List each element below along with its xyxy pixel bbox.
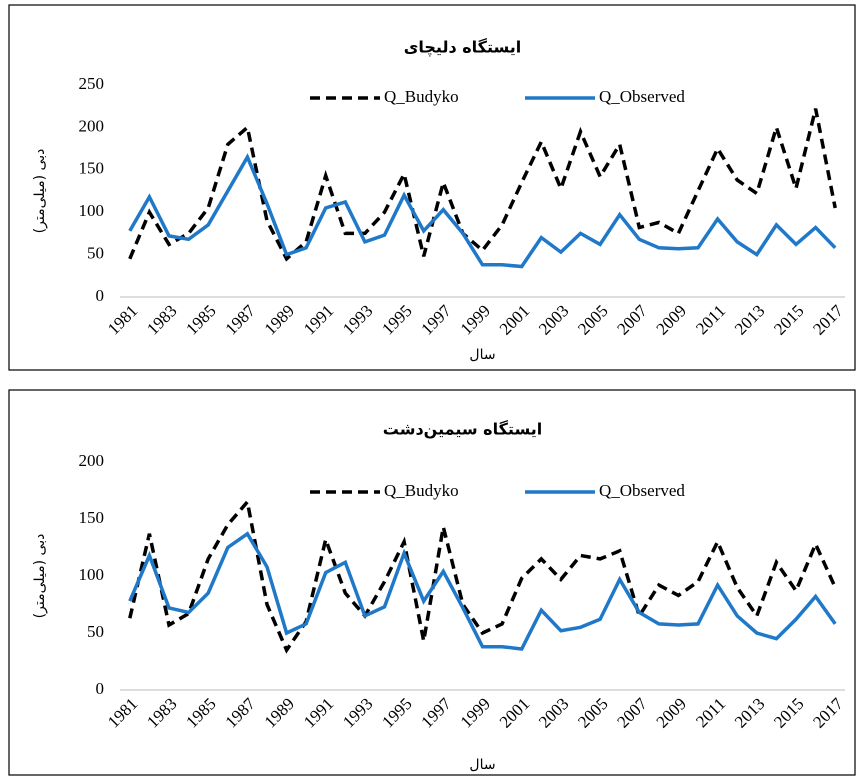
- x-tick-label: 1985: [182, 694, 219, 731]
- data-line: [128, 531, 837, 651]
- y-tick-label: 150: [79, 508, 105, 527]
- x-tick-label: 1983: [143, 694, 180, 731]
- x-tick-label: 2003: [535, 301, 572, 338]
- x-tick-label: 1983: [143, 301, 180, 338]
- y-tick-label: 0: [96, 679, 105, 698]
- y-tick-label: 150: [79, 159, 105, 178]
- chart-title: ایستگاه دلیچای: [404, 38, 522, 58]
- x-tick-label: 1997: [417, 301, 455, 339]
- x-tick-label: 2011: [692, 694, 729, 731]
- x-tick-label: 1999: [457, 694, 494, 731]
- x-tick-label: 2013: [731, 301, 768, 338]
- y-tick-label: 250: [79, 74, 105, 93]
- x-tick-label: 2005: [574, 301, 611, 338]
- y-tick-label: 100: [79, 201, 105, 220]
- x-tick-label: 2017: [809, 301, 847, 339]
- y-tick-label: 200: [79, 451, 105, 470]
- x-tick-label: 1989: [261, 301, 298, 338]
- x-axis-label: سال: [469, 347, 495, 363]
- y-axis-label: دبی (میلی‌متر): [32, 149, 48, 234]
- y-tick-label: 50: [87, 622, 104, 641]
- x-tick-label: 2007: [613, 694, 651, 732]
- panel-border: [8, 389, 856, 776]
- y-tick-label: 200: [79, 116, 105, 135]
- data-line: [128, 108, 837, 262]
- x-tick-label: 1995: [378, 301, 415, 338]
- x-tick-label: 1995: [378, 694, 415, 731]
- data-line: [128, 153, 837, 269]
- x-tick-label: 2007: [613, 301, 651, 339]
- y-axis-label: دبی (میلی‌متر): [32, 534, 48, 619]
- chart-panel: 0 50 100 150 200 1981 1983 1985 1987 1989 1991 1993…: [8, 389, 856, 776]
- y-tick-label: 0: [96, 286, 105, 305]
- x-tick-label: 2015: [770, 301, 807, 338]
- x-tick-label: 2009: [653, 301, 690, 338]
- x-tick-label: 2011: [692, 301, 729, 338]
- panel-border: [8, 4, 856, 371]
- x-tick-label: 1987: [221, 694, 259, 732]
- data-line: [128, 498, 837, 654]
- x-tick-label: 1999: [457, 301, 494, 338]
- x-tick-label: 2013: [731, 694, 768, 731]
- y-tick-label: 100: [79, 565, 105, 584]
- x-tick-label: 1997: [417, 694, 455, 732]
- x-tick-label: 1991: [300, 301, 337, 338]
- y-tick-label: 50: [87, 244, 104, 263]
- legend-label: Q_Budyko: [384, 481, 459, 500]
- x-tick-label: 1987: [221, 301, 259, 339]
- x-tick-label: 2009: [653, 694, 690, 731]
- x-tick-label: 1981: [104, 301, 141, 338]
- x-tick-label: 2005: [574, 694, 611, 731]
- x-tick-label: 1981: [104, 694, 141, 731]
- x-tick-label: 2017: [809, 694, 847, 732]
- x-tick-label: 1991: [300, 694, 337, 731]
- x-tick-label: 1993: [339, 694, 376, 731]
- chart-title: ایستگاه سیمین‌دشت: [383, 420, 542, 439]
- legend-label: Q_Observed: [599, 87, 685, 106]
- x-tick-label: 2015: [770, 694, 807, 731]
- x-axis-label: سال: [469, 757, 495, 773]
- x-tick-label: 2003: [535, 694, 572, 731]
- legend-label: Q_Observed: [599, 481, 685, 500]
- x-tick-label: 1985: [182, 301, 219, 338]
- x-tick-label: 1993: [339, 301, 376, 338]
- x-tick-label: 2001: [496, 694, 533, 731]
- legend-label: Q_Budyko: [384, 87, 459, 106]
- x-tick-label: 2001: [496, 301, 533, 338]
- x-tick-label: 1989: [261, 694, 298, 731]
